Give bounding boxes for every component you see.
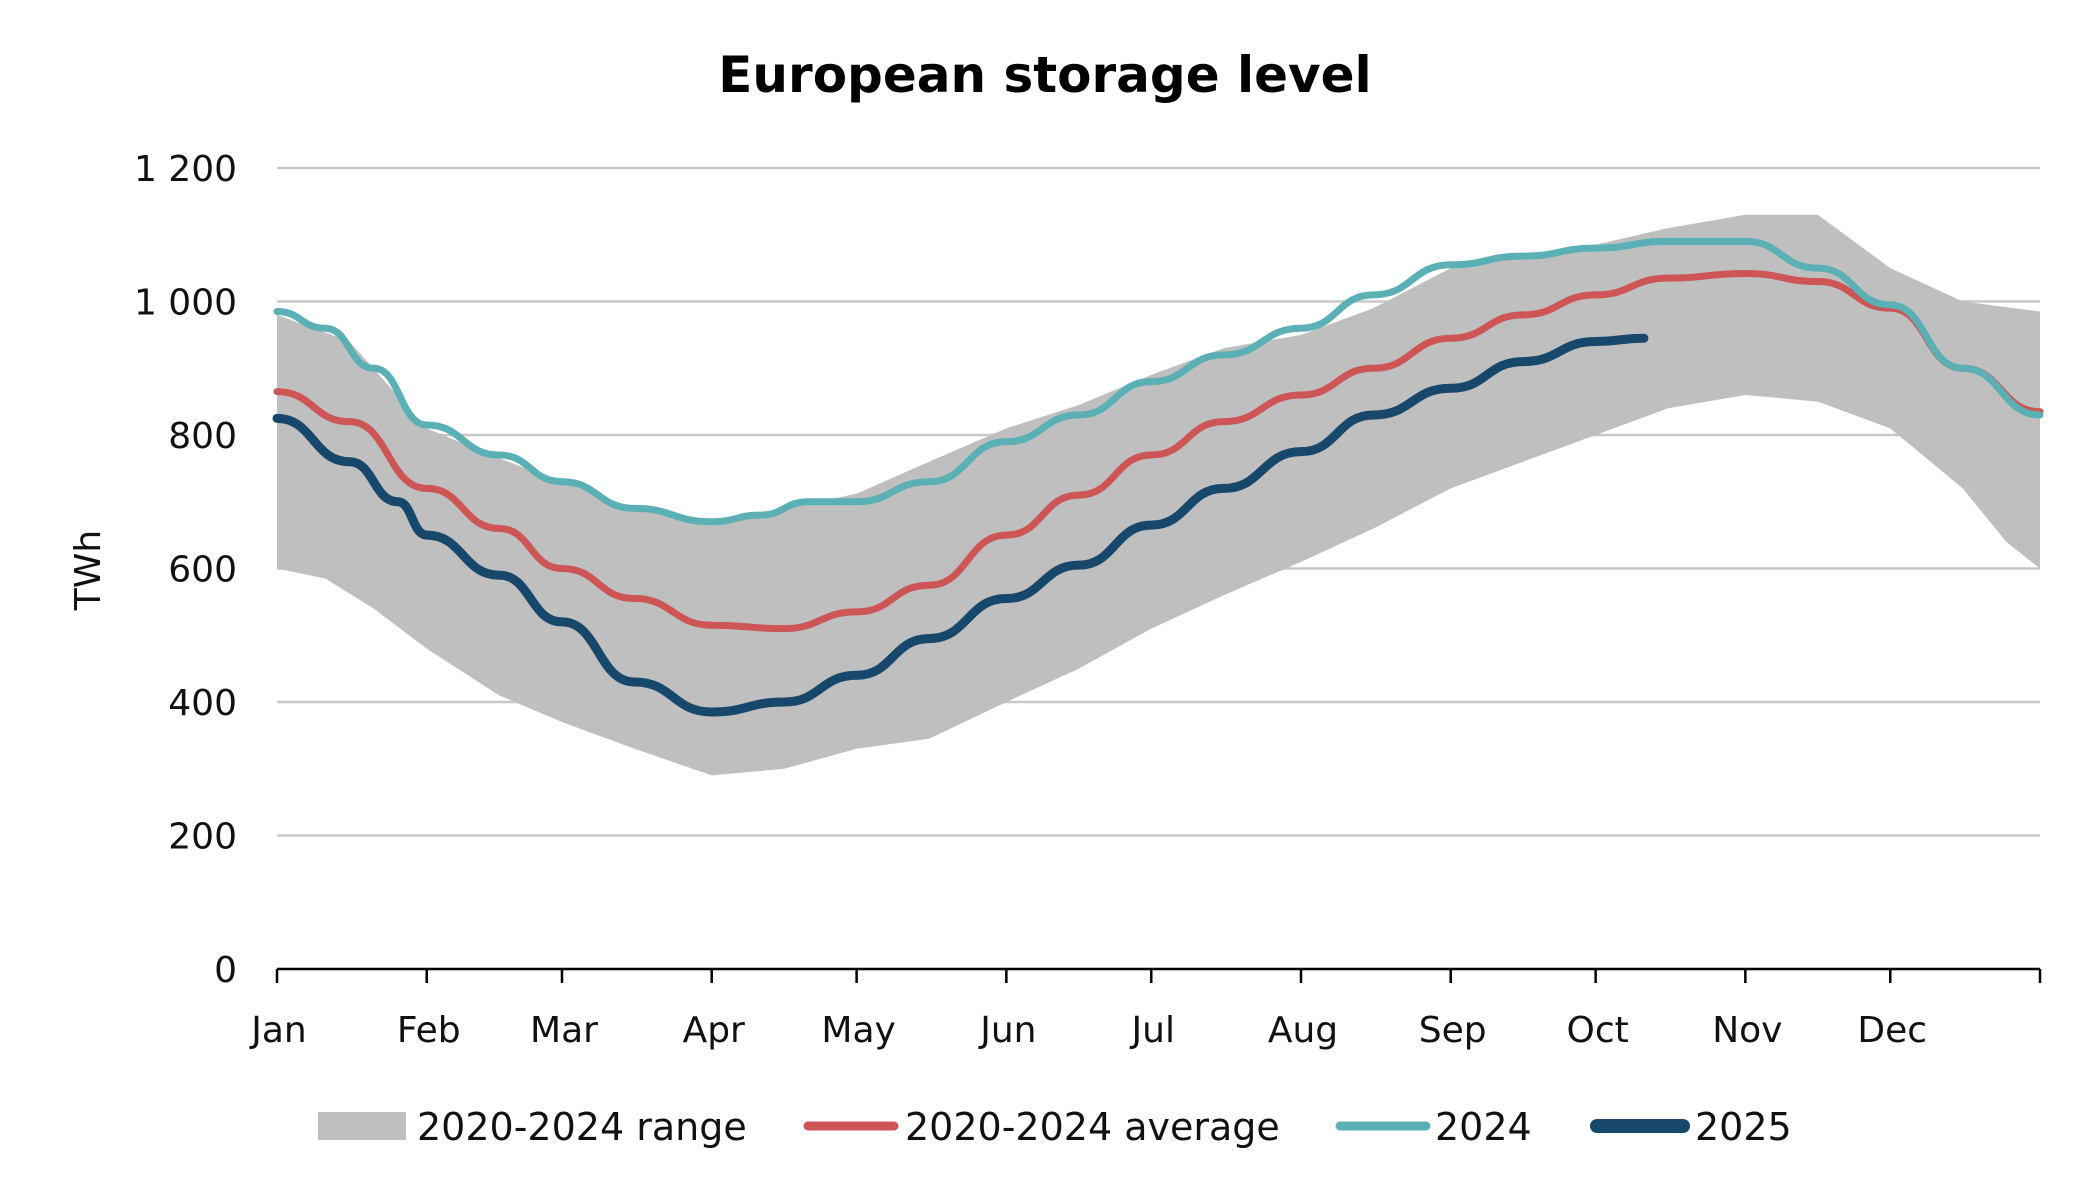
y-tick-label: 0 [214,950,237,991]
x-tick-label: Aug [1268,1010,1338,1051]
series-line-2020-2024-average [273,269,2044,633]
x-tick-label: Mar [530,1010,598,1051]
series-line-2025 [272,333,1649,717]
x-tick-label: Nov [1712,1010,1782,1051]
y-tick-label: 200 [168,817,237,858]
x-tick-label: May [821,1010,895,1051]
x-tick-label: Jan [249,1010,307,1051]
legend-label: 2024 [1435,1105,1532,1149]
x-tick-label: Dec [1857,1010,1927,1051]
x-tick-label: Jul [1130,1010,1175,1051]
legend-label: 2025 [1695,1105,1792,1149]
chart-title: European storage level [718,46,1371,104]
y-tick-label: 800 [168,416,237,457]
x-tick-label: Sep [1419,1010,1487,1051]
y-tick-label: 1 200 [134,149,237,190]
y-tick-label: 1 000 [134,283,237,324]
range-area [277,214,2040,776]
x-tick-label: Feb [397,1010,461,1051]
legend: 2020-2024 range 2020-2024 average 2024 2025 [318,1105,1792,1149]
x-tick-label: Apr [683,1010,745,1051]
y-tick-label: 400 [168,683,237,724]
legend-swatch-range [318,1112,406,1140]
y-tick-label: 600 [168,550,237,591]
y-axis-label: TWh [68,530,109,611]
x-tick-label: Jun [978,1010,1036,1051]
legend-label-range: 2020-2024 range [417,1105,747,1149]
series-line-2024 [273,237,2044,526]
x-tick-label: Oct [1567,1010,1629,1051]
legend-label: 2020-2024 average [905,1105,1280,1149]
